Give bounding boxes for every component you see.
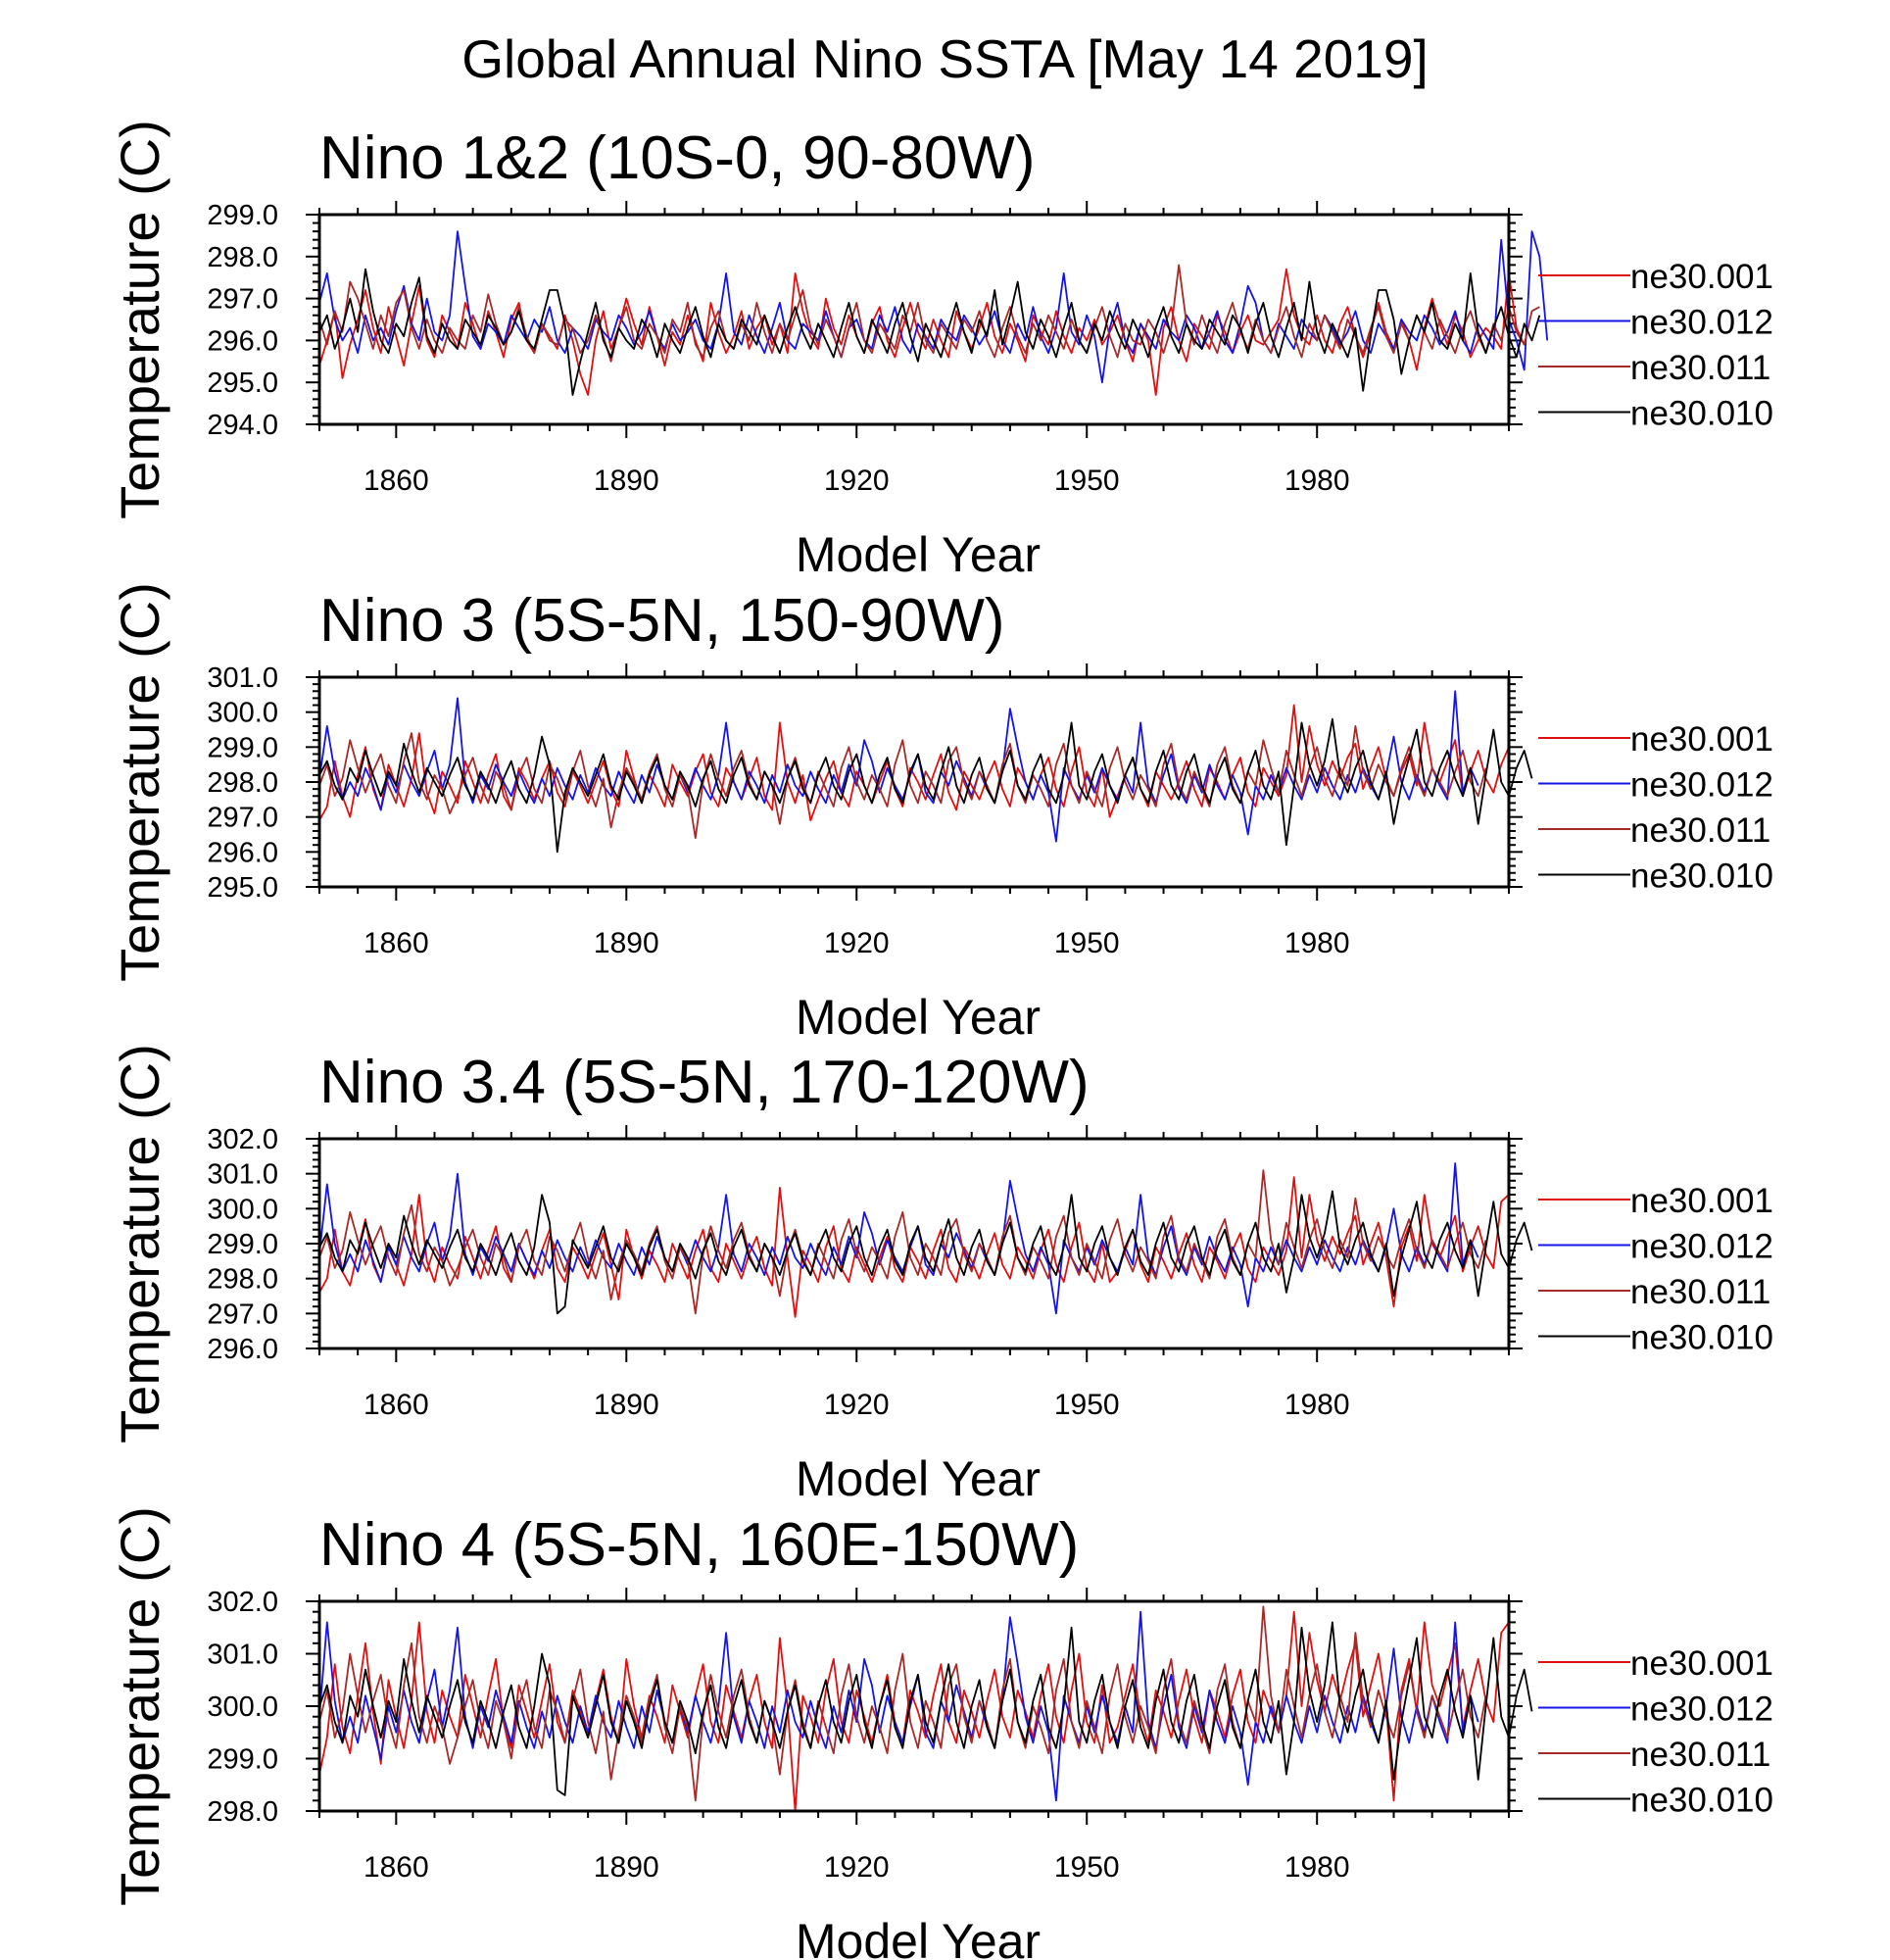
legend-label: ne30.012 — [1630, 766, 1773, 805]
legend-label: ne30.012 — [1630, 1690, 1773, 1729]
plot-frame — [317, 1137, 1511, 1350]
y-tick-label: 298.0 — [207, 1796, 278, 1828]
y-tick-label: 299.0 — [207, 732, 278, 763]
legend-label: ne30.010 — [1630, 858, 1773, 896]
y-axis-label: Temperature (C) — [109, 1044, 170, 1444]
legend-label: ne30.001 — [1630, 1644, 1773, 1683]
x-tick-label: 1920 — [824, 1389, 890, 1421]
y-tick-label: 294.0 — [207, 410, 278, 441]
series-line-ne30.011 — [318, 725, 1487, 839]
y-tick-label: 299.0 — [207, 200, 278, 231]
legend-label: ne30.011 — [1630, 811, 1770, 850]
y-tick-label: 296.0 — [207, 1334, 278, 1365]
x-axis-label: Model Year — [796, 1914, 1041, 1960]
y-tick-label: 301.0 — [207, 1159, 278, 1191]
x-axis-label: Model Year — [796, 1451, 1041, 1506]
legend-label: ne30.010 — [1630, 1782, 1773, 1820]
panel-1: Nino 1&2 (10S-0, 90-80W) Temperature (C) M… — [109, 120, 1773, 582]
y-tick-label: 298.0 — [207, 1264, 278, 1296]
plot-frame — [317, 675, 1511, 889]
series-line-ne30.011 — [318, 1169, 1487, 1315]
x-tick-label: 1890 — [594, 1851, 659, 1884]
x-tick-label: 1980 — [1284, 1389, 1350, 1421]
series-line-ne30.001 — [318, 1610, 1510, 1812]
legend-label: ne30.010 — [1630, 1319, 1773, 1357]
legend-label: ne30.011 — [1630, 349, 1770, 387]
y-tick-label: 297.0 — [207, 1298, 278, 1330]
panel-title: Nino 3.4 (5S-5N, 170-120W) — [319, 1049, 1090, 1116]
series-line-ne30.010 — [318, 1190, 1533, 1315]
x-tick-label: 1980 — [1284, 465, 1350, 497]
legend-label: ne30.011 — [1630, 1273, 1770, 1311]
series-line-ne30.011 — [318, 264, 1540, 363]
legend-label: ne30.012 — [1630, 1228, 1773, 1266]
series-line-ne30.012 — [318, 690, 1479, 843]
panel-3: Nino 3.4 (5S-5N, 170-120W) Temperature (C… — [109, 1044, 1773, 1506]
y-tick-label: 296.0 — [207, 837, 278, 868]
legend-label: ne30.001 — [1630, 720, 1773, 759]
x-tick-label: 1890 — [594, 1389, 659, 1421]
main-title: Global Annual Nino SSTA [May 14 2019] — [461, 28, 1429, 89]
series-line-ne30.012 — [318, 230, 1549, 384]
y-tick-label: 298.0 — [207, 767, 278, 799]
series-line-ne30.012 — [318, 1162, 1479, 1315]
y-tick-label: 299.0 — [207, 1229, 278, 1260]
y-tick-label: 301.0 — [207, 1640, 278, 1671]
panel-title: Nino 1&2 (10S-0, 90-80W) — [319, 124, 1036, 192]
x-tick-label: 1950 — [1054, 927, 1120, 959]
panel-4: Nino 4 (5S-5N, 160E-150W) Temperature (C)… — [109, 1506, 1773, 1960]
y-axis-label: Temperature (C) — [109, 582, 170, 982]
plot-frame — [317, 213, 1511, 426]
x-tick-label: 1950 — [1054, 1389, 1120, 1421]
series-line-ne30.012 — [318, 1610, 1479, 1802]
panel-title: Nino 4 (5S-5N, 160E-150W) — [319, 1511, 1079, 1579]
x-axis-label: Model Year — [796, 990, 1041, 1045]
series-line-ne30.011 — [318, 1605, 1487, 1802]
x-tick-label: 1890 — [594, 927, 659, 959]
x-tick-label: 1860 — [363, 465, 429, 497]
x-axis-label: Model Year — [796, 527, 1041, 582]
y-axis-label: Temperature (C) — [109, 1506, 170, 1906]
x-tick-label: 1920 — [824, 927, 890, 959]
series-line-ne30.010 — [318, 717, 1533, 854]
y-axis-label: Temperature (C) — [109, 120, 170, 519]
y-tick-label: 301.0 — [207, 662, 278, 694]
x-tick-label: 1890 — [594, 465, 659, 497]
x-tick-label: 1860 — [363, 1389, 429, 1421]
y-tick-label: 302.0 — [207, 1587, 278, 1618]
y-tick-label: 297.0 — [207, 803, 278, 834]
legend-label: ne30.012 — [1630, 304, 1773, 342]
y-tick-label: 300.0 — [207, 698, 278, 729]
x-tick-label: 1860 — [363, 1851, 429, 1884]
legend-label: ne30.001 — [1630, 258, 1773, 296]
y-tick-label: 302.0 — [207, 1124, 278, 1155]
series-line-ne30.010 — [318, 1621, 1533, 1796]
x-tick-label: 1980 — [1284, 1851, 1350, 1884]
series-line-ne30.010 — [318, 268, 1541, 396]
y-tick-label: 300.0 — [207, 1691, 278, 1723]
y-tick-label: 295.0 — [207, 368, 278, 399]
x-tick-label: 1920 — [824, 465, 890, 497]
y-tick-label: 297.0 — [207, 284, 278, 316]
x-tick-label: 1860 — [363, 927, 429, 959]
x-tick-label: 1950 — [1054, 465, 1120, 497]
y-tick-label: 295.0 — [207, 872, 278, 904]
y-tick-label: 296.0 — [207, 325, 278, 357]
y-tick-label: 299.0 — [207, 1744, 278, 1776]
x-tick-label: 1950 — [1054, 1851, 1120, 1884]
legend-label: ne30.001 — [1630, 1182, 1773, 1220]
legend-label: ne30.010 — [1630, 395, 1773, 433]
x-tick-label: 1920 — [824, 1851, 890, 1884]
plot-frame — [317, 1599, 1511, 1813]
panel-title: Nino 3 (5S-5N, 150-90W) — [319, 587, 1005, 655]
panel-2: Nino 3 (5S-5N, 150-90W) Temperature (C) Mo… — [109, 582, 1773, 1045]
legend-label: ne30.011 — [1630, 1736, 1770, 1774]
y-tick-label: 298.0 — [207, 242, 278, 273]
x-tick-label: 1980 — [1284, 927, 1350, 959]
y-tick-label: 300.0 — [207, 1194, 278, 1225]
